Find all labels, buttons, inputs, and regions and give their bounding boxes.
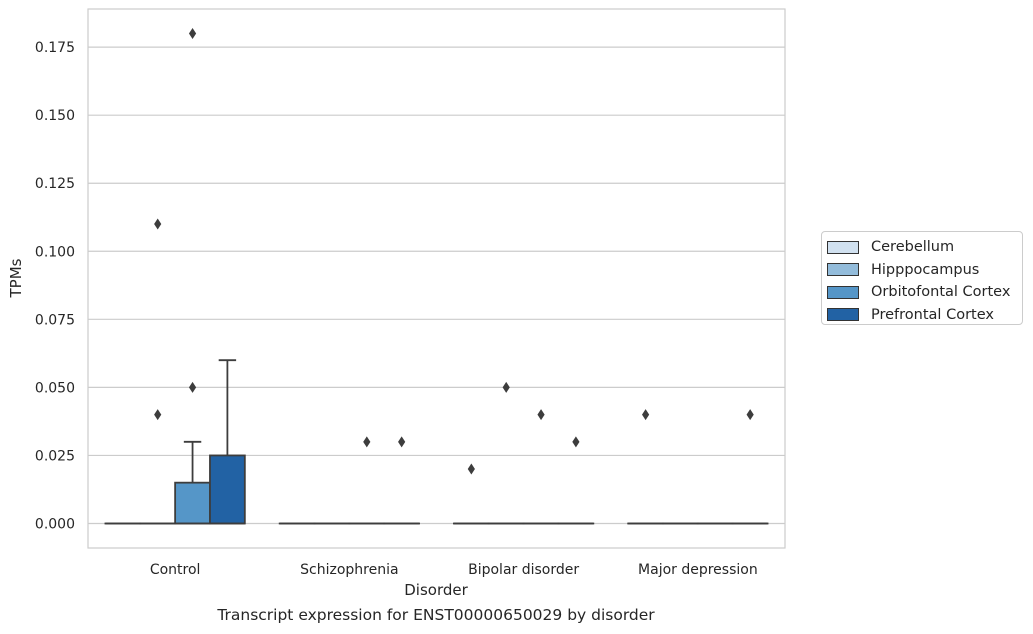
outlier-point	[502, 381, 510, 393]
outlier-point	[537, 409, 545, 421]
y-tick-labels: 0.000 0.025 0.050 0.075 0.100 0.125 0.150 0.175	[35, 40, 75, 532]
y-tick-label: 0.175	[35, 40, 75, 56]
y-tick-label: 0.100	[35, 244, 75, 260]
box	[209, 454, 246, 525]
outlier-point	[154, 409, 162, 421]
y-tick-label: 0.050	[35, 380, 75, 396]
y-tick-label: 0.075	[35, 312, 75, 328]
y-tick-label: 0.000	[35, 517, 75, 533]
box	[174, 481, 211, 525]
legend-swatch	[827, 263, 859, 277]
outlier-point	[746, 409, 754, 421]
outlier-point	[188, 381, 197, 393]
outlier-point	[154, 218, 162, 230]
outlier-point	[467, 463, 475, 475]
x-tick-label: Schizophrenia	[300, 562, 398, 578]
legend: Cerebellum Hipppocampus Orbitofontal Corte…	[821, 231, 1023, 325]
x-axis-title: Disorder	[404, 581, 468, 599]
legend-swatch	[827, 285, 859, 299]
plot-frame	[87, 8, 786, 549]
box-plots	[104, 359, 769, 525]
legend-label: Prefrontal Cortex	[871, 306, 994, 323]
y-tick-label: 0.150	[35, 108, 75, 124]
legend-item: Prefrontal Cortex	[827, 304, 1022, 327]
legend-swatch	[827, 308, 859, 322]
y-axis-title: TPMs	[7, 258, 25, 298]
outlier-point	[363, 436, 371, 448]
legend-label: Hipppocampus	[871, 261, 980, 278]
legend-label: Orbitofontal Cortex	[871, 284, 1011, 301]
y-tick-label: 0.025	[35, 448, 75, 464]
legend-item: Orbitofontal Cortex	[827, 281, 1022, 304]
x-tick-label: Bipolar disorder	[468, 562, 579, 578]
outlier-point	[398, 436, 406, 448]
x-tick-label: Control	[150, 562, 201, 578]
outlier-points	[154, 28, 754, 475]
legend-item: Cerebellum	[827, 236, 1022, 259]
y-tick-label: 0.125	[35, 176, 75, 192]
x-tick-labels: Control Schizophrenia Bipolar disorder Majo…	[150, 562, 758, 578]
box-plot	[209, 359, 246, 525]
chart-caption: Transcript expression for ENST0000065002…	[217, 606, 655, 624]
box-plot	[174, 440, 211, 525]
outlier-point	[572, 436, 580, 448]
gridlines	[88, 46, 785, 525]
legend-item: Hipppocampus	[827, 259, 1022, 282]
outlier-point	[188, 28, 197, 39]
x-tick-label: Major depression	[638, 562, 758, 578]
legend-swatch	[827, 240, 859, 254]
legend-label: Cerebellum	[871, 239, 955, 256]
outlier-point	[642, 409, 650, 421]
